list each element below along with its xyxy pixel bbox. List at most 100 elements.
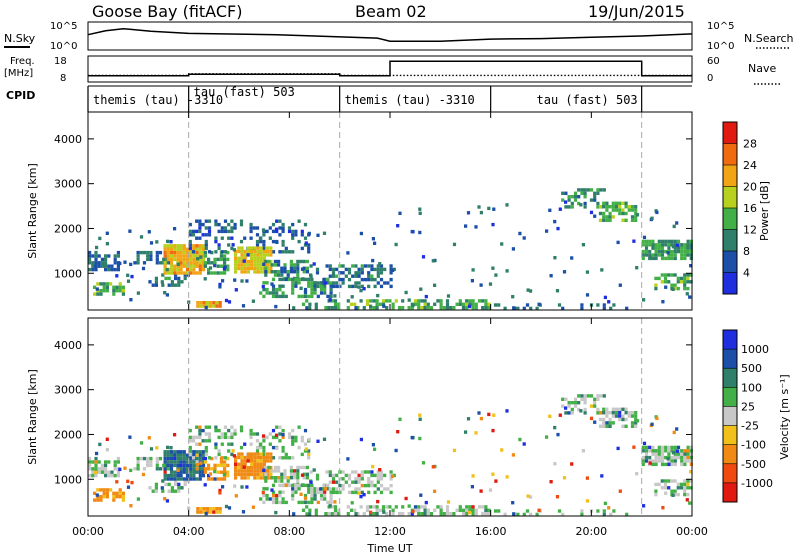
velocity-cell (679, 482, 684, 487)
velocity-cell (262, 452, 266, 457)
power-cell (511, 247, 515, 251)
velocity-cell (354, 480, 358, 484)
power-cell (161, 283, 165, 287)
power-cell (203, 250, 207, 255)
power-cell (458, 302, 462, 306)
power-cell (333, 294, 337, 298)
velocity-cell (212, 510, 216, 514)
velocity-cell (644, 452, 649, 456)
velocity-cell (651, 445, 655, 450)
velocity-cell (389, 470, 393, 474)
power-cell (234, 263, 238, 267)
velocity-cell (683, 449, 687, 453)
velocity-cell (249, 432, 253, 436)
velocity-cell (385, 512, 389, 516)
power-cell (207, 267, 211, 272)
velocity-cell (413, 505, 418, 509)
velocity-cell (203, 456, 207, 461)
power-cell (583, 201, 587, 206)
velocity-cell (370, 473, 374, 478)
power-cell (522, 306, 526, 311)
velocity-cell (605, 424, 609, 428)
velocity-cell (191, 456, 196, 460)
velocity-cell (255, 449, 260, 453)
velocity-cell (185, 463, 190, 468)
power-cell (324, 281, 328, 285)
power-cell (389, 277, 393, 282)
power-cell (641, 239, 645, 244)
velocity-cell (376, 499, 380, 504)
power-cell (484, 302, 488, 306)
nsky-label: N.Sky (4, 32, 36, 45)
velocity-cell (411, 509, 415, 514)
power-cell (230, 219, 234, 223)
power-cell (286, 270, 290, 274)
velocity-cell (147, 436, 151, 440)
x-tick-label: 04:00 (173, 525, 205, 538)
power-cell (303, 277, 308, 282)
velocity-cell (657, 455, 661, 460)
power-colorbar-swatch (723, 251, 737, 273)
velocity-cell (262, 459, 266, 463)
velocity-cell (173, 463, 177, 468)
y-tick-label: 1000 (54, 267, 82, 280)
velocity-cell (169, 450, 174, 454)
power-cell (603, 295, 607, 300)
velocity-cell (611, 411, 615, 415)
power-cell (224, 298, 229, 303)
velocity-cell (446, 500, 451, 504)
velocity-cell (660, 459, 665, 463)
power-cell (173, 247, 177, 251)
power-cell (234, 288, 238, 292)
velocity-cell (154, 482, 158, 487)
velocity-cell (243, 472, 247, 477)
velocity-cell (580, 397, 584, 401)
velocity-cell (602, 509, 606, 513)
velocity-cell (217, 435, 221, 440)
power-cell (648, 253, 652, 257)
power-cell (461, 306, 466, 310)
velocity-cell (630, 414, 635, 418)
velocity-cell (208, 472, 213, 476)
velocity-cell (667, 486, 671, 490)
velocity-cell (121, 495, 125, 499)
power-cell (116, 254, 120, 258)
velocity-cell (481, 512, 485, 516)
velocity-cell (670, 479, 674, 483)
velocity-cell (185, 460, 190, 464)
velocity-cell (369, 510, 373, 514)
velocity-cell (651, 449, 655, 453)
velocity-cell (291, 490, 295, 494)
velocity-cell (97, 460, 101, 464)
power-cell (192, 264, 196, 268)
power-cell (557, 303, 562, 307)
velocity-cell (239, 428, 244, 433)
power-cell (195, 271, 199, 275)
power-cell (618, 211, 622, 216)
velocity-cell (468, 508, 472, 512)
velocity-cell (94, 463, 98, 468)
velocity-cell (562, 476, 567, 480)
nsky-panel: N.Sky 10^5 10^0 10^5 10^0 N.Search (4, 21, 794, 52)
power-cell (300, 294, 304, 299)
velocity-cell (226, 456, 230, 461)
velocity-cell (274, 433, 279, 437)
power-cell (313, 291, 317, 295)
velocity-cell (310, 487, 314, 491)
velocity-cell (269, 455, 273, 460)
velocity-cell (676, 482, 680, 487)
velocity-cell (250, 459, 254, 463)
velocity-cell (223, 463, 227, 468)
power-cell (185, 264, 190, 268)
velocity-cell (553, 462, 557, 466)
velocity-cell (305, 472, 309, 476)
velocity-cell (683, 482, 687, 487)
power-cell (314, 306, 318, 310)
power-cell (294, 281, 298, 285)
power-cell (598, 218, 603, 222)
power-cell (333, 299, 338, 303)
power-cell (512, 306, 516, 310)
velocity-cell (277, 479, 281, 483)
power-cell (396, 224, 400, 228)
velocity-cell (376, 477, 380, 481)
